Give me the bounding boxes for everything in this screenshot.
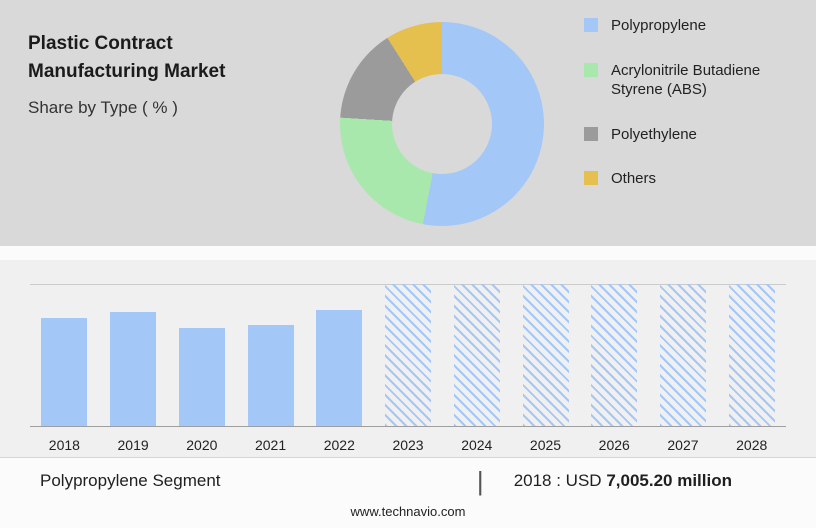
bar-column-2023: 2023	[374, 284, 443, 458]
forecast-bar-2027	[659, 284, 706, 426]
page-subtitle: Share by Type ( % )	[28, 98, 178, 118]
share-by-type-panel: Plastic Contract Manufacturing Market Sh…	[0, 0, 816, 246]
bar-2021	[247, 325, 294, 426]
bar-chart: 2018 2019 2020 2021 2022 2023 2024 2025 2026 2027…	[30, 284, 786, 458]
legend-label-0: Polypropylene	[611, 17, 707, 34]
bar-2020	[178, 328, 225, 426]
website-footer: www.technavio.com	[0, 504, 816, 528]
forecast-bar-2025	[522, 284, 569, 426]
year-label-2022: 2022	[323, 437, 355, 453]
section-divider	[0, 246, 816, 260]
segment-value-amount: 7,005.20 million	[606, 471, 732, 490]
bar-column-2021: 2021	[236, 284, 305, 458]
bar-2018	[41, 318, 88, 426]
year-label-2028: 2028	[736, 437, 768, 453]
bar-column-2028: 2028	[717, 284, 786, 458]
bar-column-2022: 2022	[305, 284, 374, 458]
year-label-2019: 2019	[117, 437, 149, 453]
legend-swatch-0	[584, 18, 598, 32]
year-label-2025: 2025	[529, 437, 562, 453]
chart-baseline	[30, 426, 786, 427]
bar-2022	[316, 309, 363, 426]
segment-value: 2018 : USD 7,005.20 million	[514, 471, 732, 491]
bar-column-2018: 2018	[30, 284, 99, 458]
donut-ring	[340, 22, 544, 226]
bar-chart-panel: 2018 2019 2020 2021 2022 2023 2024 2025 2026 2027…	[0, 260, 816, 458]
legend-item-0: Polypropylene	[584, 16, 786, 36]
caption-separator: |	[476, 466, 484, 496]
year-label-2026: 2026	[598, 437, 630, 453]
year-label-2021: 2021	[254, 437, 287, 453]
bar-2019	[110, 312, 157, 426]
legend-item-3: Others	[584, 169, 786, 189]
page-title: Plastic Contract Manufacturing Market	[28, 33, 226, 82]
donut-chart	[340, 22, 544, 246]
legend-label-3: Others	[611, 170, 657, 187]
year-label-2027: 2027	[667, 437, 699, 453]
bar-column-2020: 2020	[167, 284, 236, 458]
segment-label: Polypropylene Segment	[40, 471, 221, 490]
legend-swatch-2	[584, 126, 598, 141]
year-label-2020: 2020	[186, 437, 218, 453]
bar-column-2019: 2019	[99, 284, 168, 458]
chart-legend: Polypropylene Acrylonitrile Butadiene Sty…	[584, 0, 816, 246]
bar-column-2024: 2024	[442, 284, 511, 458]
legend-swatch-3	[584, 171, 598, 185]
bar-column-2025: 2025	[511, 284, 580, 458]
legend-label-2: Polyethylene	[611, 125, 697, 143]
legend-item-1: Acrylonitrile Butadiene Styrene (ABS)	[584, 61, 786, 100]
bar-column-2027: 2027	[649, 284, 718, 458]
year-label-2023: 2023	[392, 437, 424, 453]
legend-swatch-1	[584, 62, 598, 77]
legend-item-2: Polyethylene	[584, 125, 786, 145]
title-block: Plastic Contract Manufacturing Market Sh…	[0, 0, 308, 246]
forecast-bar-2026	[591, 284, 638, 426]
forecast-bar-2023	[385, 284, 432, 426]
forecast-bar-2024	[453, 284, 500, 426]
legend-label-1: Acrylonitrile Butadiene Styrene (ABS)	[611, 61, 761, 99]
caption-row: Polypropylene Segment | 2018 : USD 7,005…	[0, 458, 816, 504]
year-label-2024: 2024	[461, 437, 493, 453]
bar-column-2026: 2026	[580, 284, 649, 458]
year-label-2018: 2018	[48, 437, 80, 453]
forecast-bar-2028	[728, 284, 775, 426]
donut-hole	[392, 74, 492, 174]
segment-value-prefix: 2018 : USD	[513, 471, 602, 490]
bar-columns: 2018 2019 2020 2021 2022 2023 2024 2025 2026 2027…	[30, 284, 786, 458]
